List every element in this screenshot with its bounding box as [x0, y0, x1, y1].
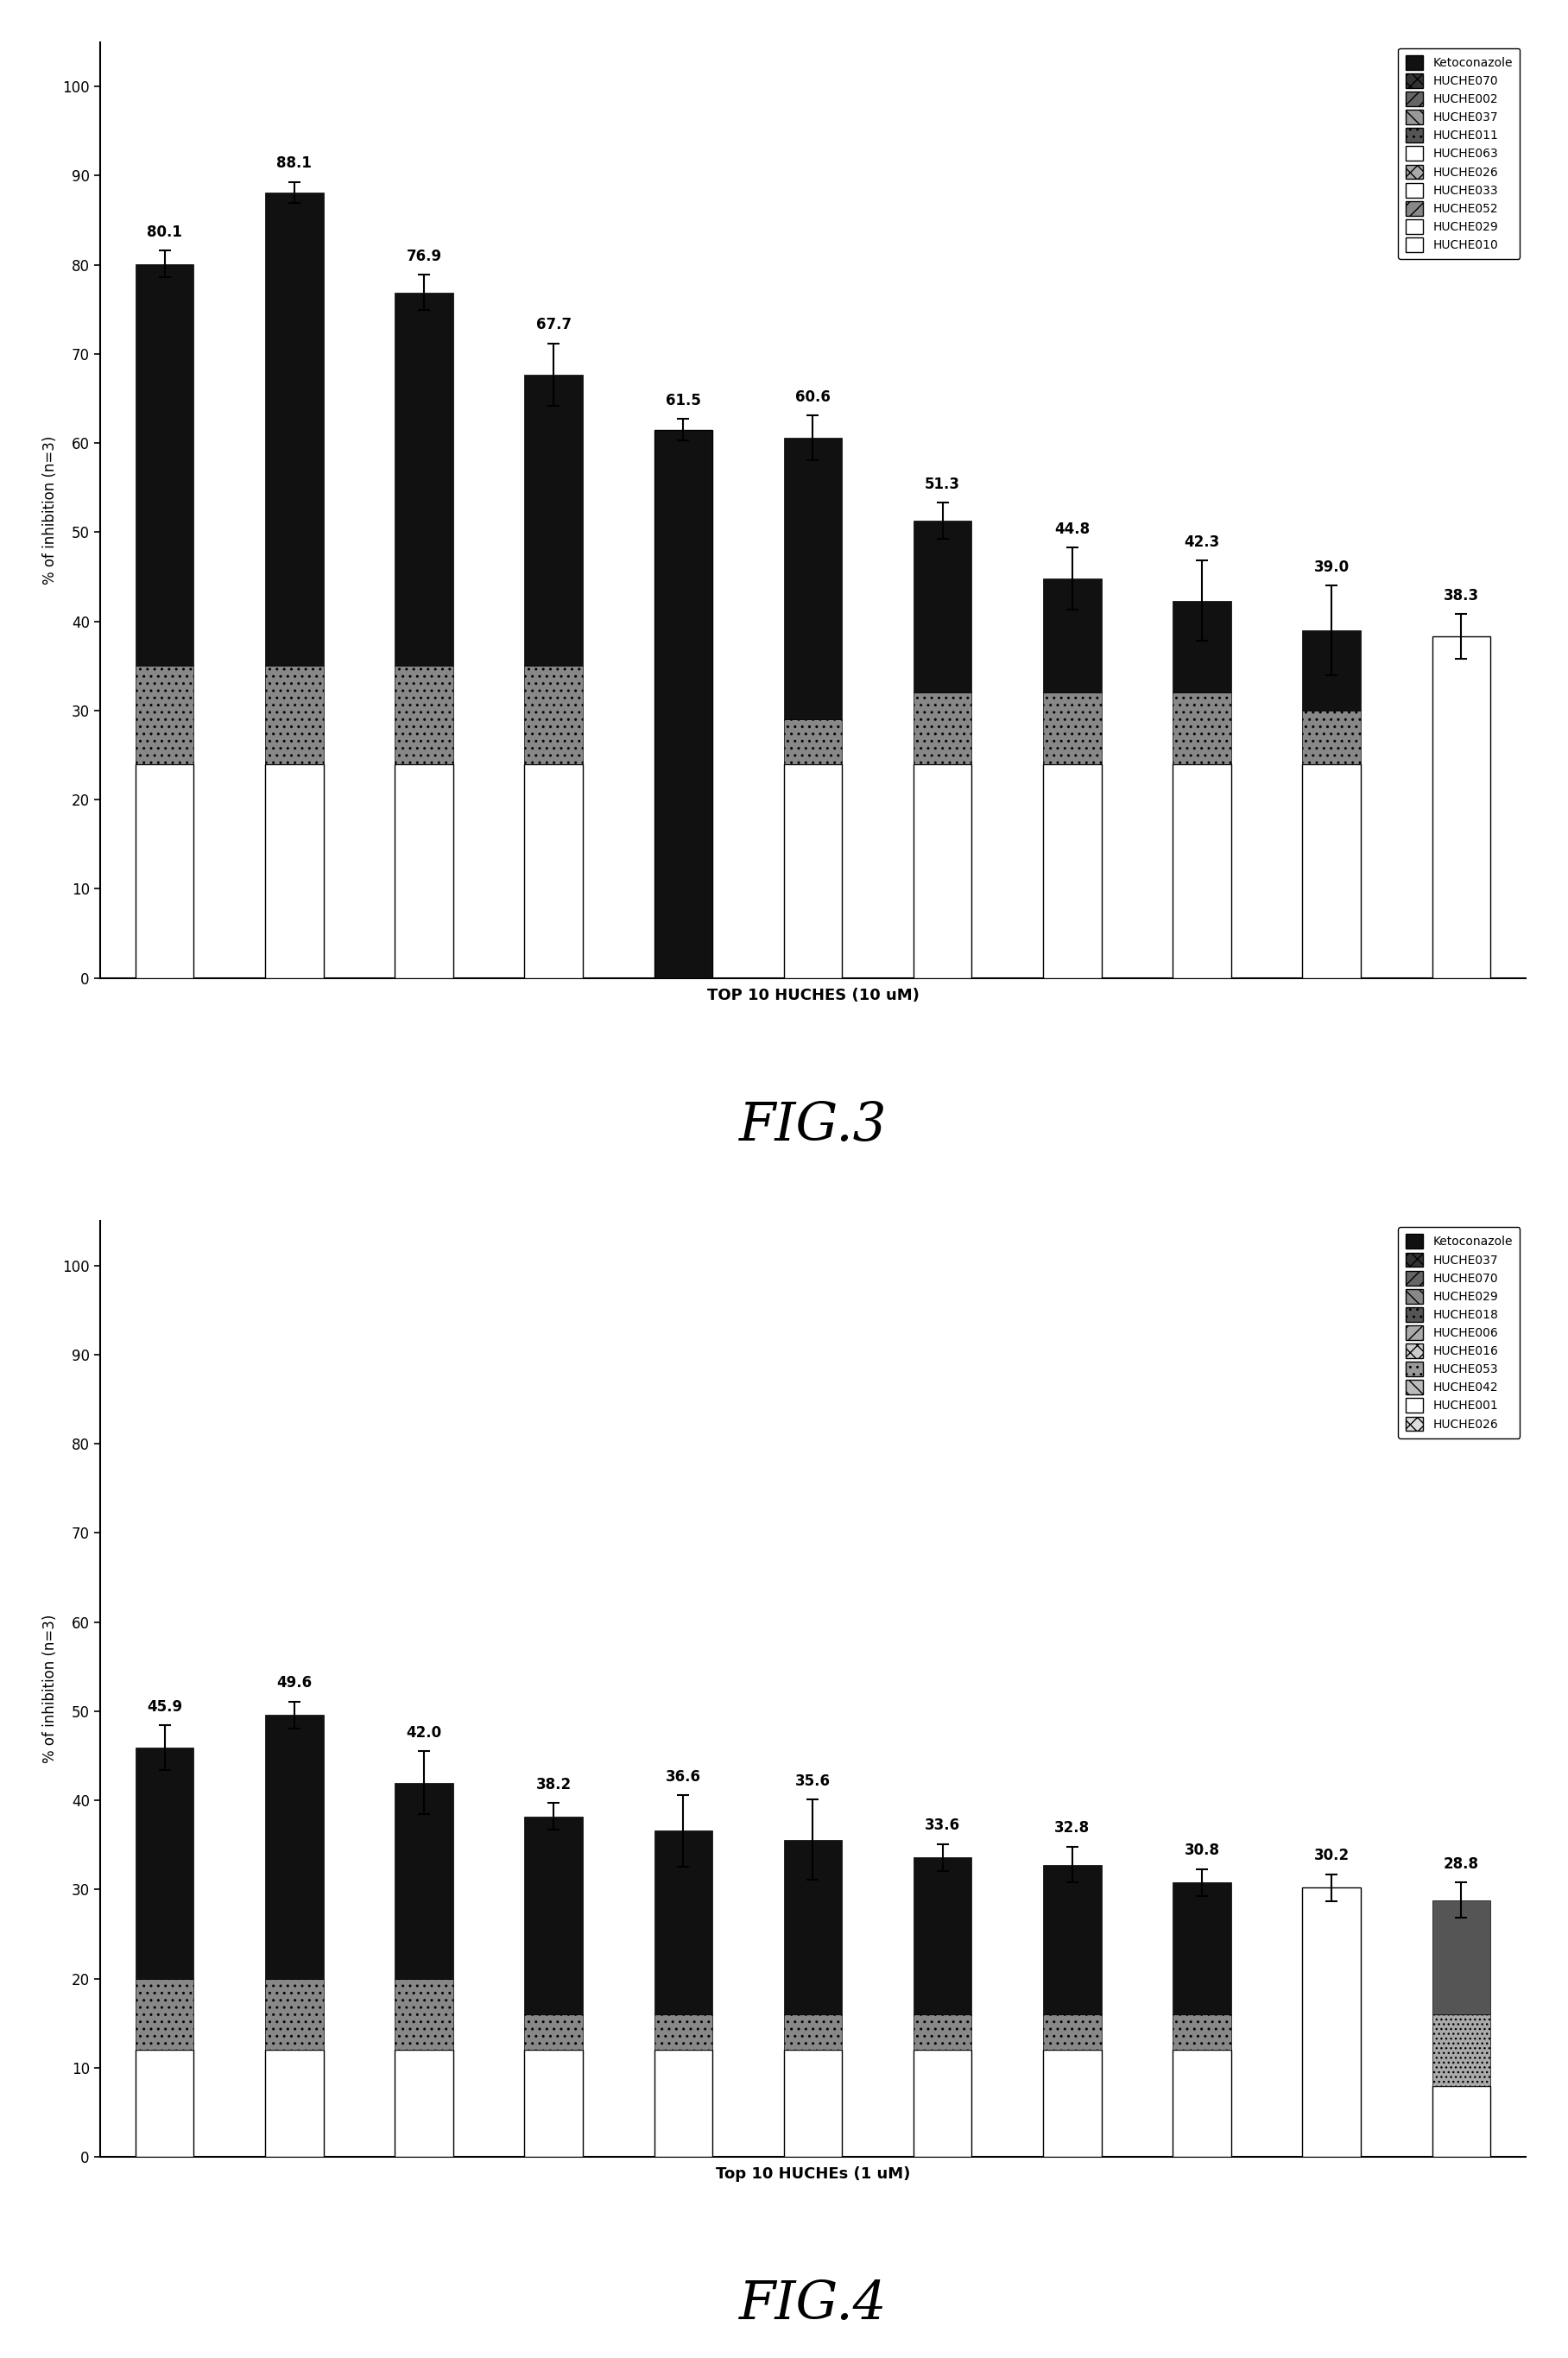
- Y-axis label: % of inhibition (n=3): % of inhibition (n=3): [42, 436, 58, 585]
- Text: 39.0: 39.0: [1314, 559, 1350, 575]
- Bar: [135, 665, 194, 764]
- Bar: [914, 693, 972, 764]
- Bar: [654, 2049, 712, 2158]
- Text: 28.8: 28.8: [1444, 1856, 1479, 1872]
- Bar: [1043, 693, 1101, 764]
- Text: 67.7: 67.7: [536, 316, 571, 332]
- Bar: [524, 665, 583, 764]
- Bar: [265, 665, 323, 764]
- Text: 42.3: 42.3: [1184, 535, 1220, 549]
- Legend: Ketoconazole, HUCHE070, HUCHE002, HUCHE037, HUCHE011, HUCHE063, HUCHE026, HUCHE0: Ketoconazole, HUCHE070, HUCHE002, HUCHE0…: [1399, 47, 1519, 259]
- X-axis label: TOP 10 HUCHES (10 uM): TOP 10 HUCHES (10 uM): [707, 988, 919, 1002]
- Bar: [135, 1747, 194, 1978]
- Text: 51.3: 51.3: [925, 476, 960, 493]
- Bar: [265, 193, 323, 665]
- Text: FIG.4: FIG.4: [739, 2278, 887, 2330]
- Text: 49.6: 49.6: [276, 1674, 312, 1691]
- Bar: [524, 764, 583, 979]
- Bar: [524, 1816, 583, 2014]
- Bar: [265, 1714, 323, 1978]
- Bar: [1173, 601, 1231, 693]
- Bar: [1303, 710, 1361, 764]
- Bar: [914, 2014, 972, 2049]
- Bar: [914, 2049, 972, 2158]
- Text: 44.8: 44.8: [1054, 521, 1090, 538]
- Bar: [135, 264, 194, 665]
- Text: 61.5: 61.5: [666, 394, 701, 408]
- Text: 88.1: 88.1: [276, 156, 312, 172]
- Text: 38.3: 38.3: [1444, 587, 1479, 604]
- Bar: [654, 1830, 712, 2014]
- Bar: [1043, 1865, 1101, 2014]
- Bar: [784, 439, 842, 719]
- Bar: [1173, 2049, 1231, 2158]
- Bar: [1173, 693, 1231, 764]
- Bar: [395, 292, 453, 665]
- Legend: Ketoconazole, HUCHE037, HUCHE070, HUCHE029, HUCHE018, HUCHE006, HUCHE016, HUCHE0: Ketoconazole, HUCHE037, HUCHE070, HUCHE0…: [1399, 1226, 1519, 1438]
- Text: 45.9: 45.9: [147, 1700, 182, 1714]
- X-axis label: Top 10 HUCHEs (1 uM): Top 10 HUCHEs (1 uM): [715, 2167, 909, 2181]
- Bar: [395, 1978, 453, 2049]
- Bar: [1432, 2084, 1490, 2158]
- Text: 36.6: 36.6: [665, 1768, 701, 1785]
- Text: FIG.3: FIG.3: [739, 1099, 887, 1151]
- Bar: [784, 2049, 842, 2158]
- Bar: [1173, 1882, 1231, 2014]
- Bar: [135, 764, 194, 979]
- Bar: [1043, 578, 1101, 693]
- Bar: [395, 2049, 453, 2158]
- Bar: [914, 521, 972, 693]
- Bar: [395, 665, 453, 764]
- Bar: [1432, 2014, 1490, 2084]
- Text: 76.9: 76.9: [406, 248, 442, 264]
- Bar: [784, 764, 842, 979]
- Bar: [395, 764, 453, 979]
- Text: 42.0: 42.0: [406, 1726, 442, 1740]
- Bar: [784, 719, 842, 764]
- Bar: [784, 2014, 842, 2049]
- Bar: [265, 764, 323, 979]
- Bar: [1173, 764, 1231, 979]
- Bar: [135, 2049, 194, 2158]
- Bar: [914, 1858, 972, 2014]
- Bar: [265, 2049, 323, 2158]
- Bar: [1432, 637, 1490, 979]
- Bar: [135, 1978, 194, 2049]
- Bar: [1303, 630, 1361, 710]
- Bar: [654, 2014, 712, 2049]
- Bar: [1303, 1889, 1361, 2158]
- Bar: [524, 2049, 583, 2158]
- Bar: [654, 429, 712, 979]
- Text: 38.2: 38.2: [536, 1778, 571, 1792]
- Y-axis label: % of inhibition (n=3): % of inhibition (n=3): [42, 1615, 58, 1764]
- Bar: [1432, 1901, 1490, 2014]
- Text: 80.1: 80.1: [147, 224, 182, 241]
- Bar: [524, 375, 583, 665]
- Bar: [914, 764, 972, 979]
- Bar: [1303, 764, 1361, 979]
- Bar: [395, 1783, 453, 1978]
- Text: 60.6: 60.6: [795, 389, 831, 406]
- Bar: [524, 2014, 583, 2049]
- Text: 33.6: 33.6: [925, 1818, 960, 1835]
- Text: 30.8: 30.8: [1184, 1844, 1220, 1858]
- Bar: [265, 1978, 323, 2049]
- Bar: [1043, 764, 1101, 979]
- Bar: [1173, 2014, 1231, 2049]
- Text: 30.2: 30.2: [1314, 1849, 1350, 1863]
- Text: 32.8: 32.8: [1054, 1820, 1090, 1837]
- Bar: [1043, 2049, 1101, 2158]
- Bar: [1043, 2014, 1101, 2049]
- Bar: [784, 1839, 842, 2014]
- Text: 35.6: 35.6: [795, 1773, 831, 1790]
